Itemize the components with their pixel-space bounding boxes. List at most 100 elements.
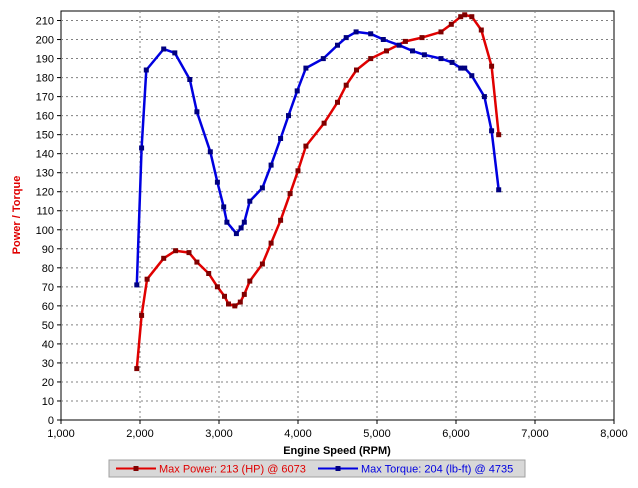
data-point bbox=[214, 179, 220, 185]
data-point bbox=[278, 217, 284, 223]
legend-marker-torque bbox=[335, 466, 341, 471]
data-point bbox=[384, 48, 389, 54]
data-point bbox=[187, 77, 193, 82]
data-point bbox=[232, 303, 238, 309]
y-tick-label: 170 bbox=[36, 92, 54, 104]
plot-border bbox=[60, 10, 615, 421]
data-point bbox=[286, 113, 291, 119]
series-power bbox=[134, 12, 502, 372]
data-point bbox=[438, 29, 444, 35]
data-point bbox=[380, 37, 386, 42]
data-point bbox=[241, 219, 247, 225]
y-tick-label: 10 bbox=[42, 396, 54, 408]
data-point bbox=[295, 168, 301, 174]
y-tick-label: 70 bbox=[42, 282, 54, 294]
y-tick-label: 30 bbox=[42, 358, 54, 370]
data-point bbox=[173, 248, 179, 254]
data-point bbox=[353, 29, 359, 35]
data-point bbox=[496, 132, 502, 138]
data-point bbox=[481, 94, 487, 100]
data-point bbox=[206, 271, 212, 276]
x-axis-title: Engine Speed (RPM) bbox=[283, 445, 391, 457]
data-point bbox=[489, 128, 495, 134]
data-point bbox=[489, 63, 495, 69]
data-point bbox=[224, 219, 230, 225]
data-point bbox=[226, 301, 231, 307]
data-point bbox=[238, 225, 244, 231]
data-point bbox=[222, 293, 227, 299]
data-point bbox=[320, 56, 326, 62]
y-tick-label: 80 bbox=[42, 263, 54, 275]
data-point bbox=[139, 145, 145, 151]
data-point bbox=[143, 67, 149, 73]
x-tick-label: 8,000 bbox=[600, 428, 628, 440]
data-point bbox=[402, 38, 408, 44]
data-point bbox=[419, 35, 425, 41]
data-point bbox=[335, 99, 340, 105]
data-point bbox=[368, 31, 374, 37]
data-point bbox=[410, 48, 415, 54]
data-point bbox=[354, 67, 359, 73]
data-point bbox=[233, 231, 239, 237]
data-point bbox=[268, 162, 274, 168]
data-point bbox=[294, 88, 300, 94]
data-point bbox=[438, 56, 444, 62]
x-tick-label: 1,000 bbox=[47, 428, 75, 440]
data-point bbox=[247, 278, 253, 284]
y-tick-label: 140 bbox=[36, 149, 54, 161]
y-tick-label: 130 bbox=[36, 168, 54, 180]
data-point bbox=[469, 73, 475, 79]
data-point bbox=[303, 65, 309, 71]
y-tick-label: 110 bbox=[36, 206, 54, 218]
x-tick-label: 5,000 bbox=[363, 428, 391, 440]
data-point bbox=[221, 204, 227, 210]
y-tick-label: 160 bbox=[36, 111, 54, 123]
data-point bbox=[458, 65, 464, 71]
y-tick-label: 190 bbox=[36, 54, 54, 66]
legend-marker-power bbox=[133, 466, 139, 471]
data-point bbox=[368, 56, 374, 62]
y-tick-label: 60 bbox=[42, 301, 54, 313]
data-point bbox=[161, 46, 167, 52]
y-tick-label: 120 bbox=[36, 187, 54, 199]
data-point bbox=[161, 255, 167, 261]
series-torque bbox=[134, 29, 502, 288]
y-tick-label: 100 bbox=[36, 225, 54, 237]
x-tick-label: 7,000 bbox=[521, 428, 549, 440]
data-point bbox=[268, 240, 274, 246]
data-point bbox=[462, 12, 468, 18]
data-point bbox=[287, 191, 293, 197]
y-tick-label: 180 bbox=[36, 73, 54, 85]
data-point bbox=[207, 149, 213, 155]
data-point bbox=[144, 276, 150, 282]
y-tick-label: 210 bbox=[36, 16, 54, 28]
data-point bbox=[496, 187, 502, 193]
data-point bbox=[343, 35, 349, 41]
data-point bbox=[478, 27, 484, 33]
y-tick-label: 40 bbox=[42, 339, 54, 351]
data-point bbox=[172, 50, 178, 56]
legend: Max Power: 213 (HP) @ 6073 Max Torque: 2… bbox=[108, 459, 526, 478]
data-point bbox=[335, 42, 340, 48]
grid-lines bbox=[61, 11, 614, 420]
data-point bbox=[421, 52, 427, 58]
series-layer bbox=[134, 12, 502, 372]
data-point bbox=[396, 42, 402, 48]
y-tick-label: 200 bbox=[36, 35, 54, 47]
x-tick-label: 3,000 bbox=[205, 428, 233, 440]
data-point bbox=[259, 185, 265, 191]
data-point bbox=[214, 284, 220, 290]
data-point bbox=[194, 109, 200, 115]
data-point bbox=[237, 299, 243, 305]
data-point bbox=[247, 198, 253, 204]
data-point bbox=[321, 120, 327, 126]
data-point bbox=[278, 136, 284, 141]
legend-label-power: Max Power: 213 (HP) @ 6073 bbox=[159, 464, 306, 476]
y-axis-title: Power / Torque bbox=[11, 176, 23, 255]
data-point bbox=[241, 291, 247, 297]
y-tick-label: 20 bbox=[42, 377, 54, 389]
data-point bbox=[134, 282, 140, 288]
data-point bbox=[134, 366, 140, 372]
data-point bbox=[343, 82, 349, 88]
